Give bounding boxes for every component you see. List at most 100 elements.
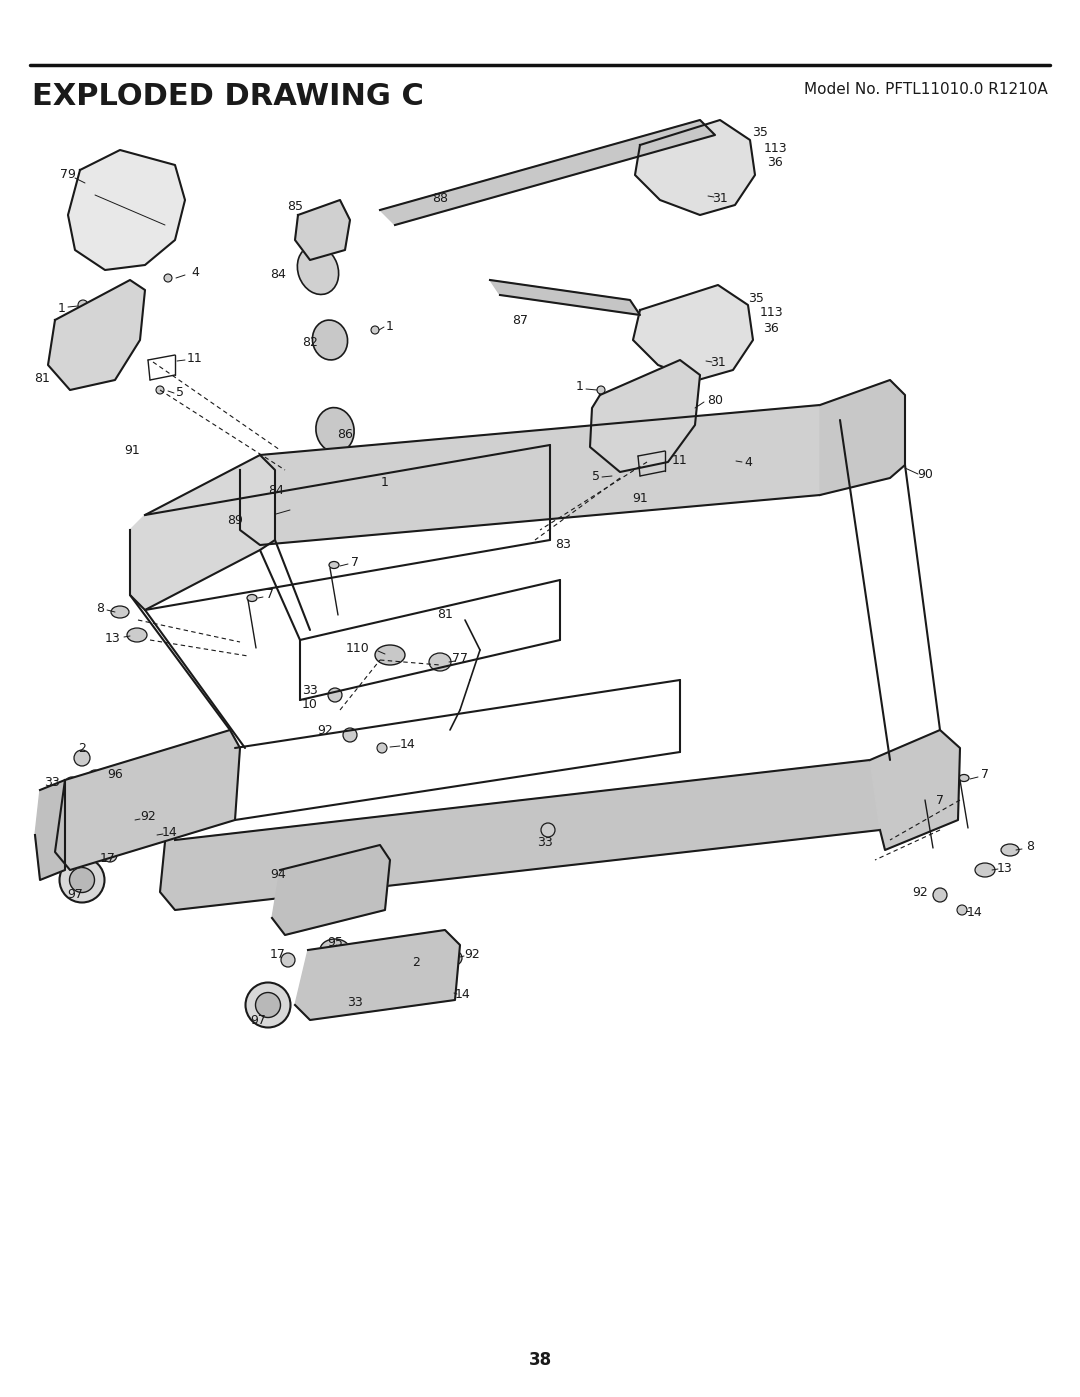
Polygon shape	[633, 285, 753, 380]
Ellipse shape	[78, 300, 87, 310]
Ellipse shape	[121, 813, 135, 827]
Ellipse shape	[256, 992, 281, 1017]
Text: 90: 90	[917, 468, 933, 482]
Text: 17: 17	[270, 949, 286, 961]
Text: EXPLODED DRAWING C: EXPLODED DRAWING C	[32, 82, 423, 110]
Text: 13: 13	[105, 631, 121, 644]
Ellipse shape	[957, 905, 967, 915]
Ellipse shape	[103, 848, 117, 862]
Text: 14: 14	[162, 827, 178, 840]
Text: 113: 113	[759, 306, 783, 320]
Ellipse shape	[297, 246, 339, 295]
Text: 85: 85	[287, 201, 303, 214]
Text: Model No. PFTL11010.0 R1210A: Model No. PFTL11010.0 R1210A	[805, 82, 1048, 96]
Text: 36: 36	[764, 321, 779, 334]
Polygon shape	[68, 149, 185, 270]
Text: 1: 1	[58, 302, 66, 314]
Ellipse shape	[343, 728, 357, 742]
Ellipse shape	[245, 982, 291, 1028]
Text: 1: 1	[381, 476, 389, 489]
Text: 82: 82	[302, 337, 318, 349]
Polygon shape	[295, 930, 460, 1020]
Text: 2: 2	[78, 742, 86, 754]
Ellipse shape	[59, 858, 105, 902]
Ellipse shape	[353, 983, 367, 997]
Ellipse shape	[147, 830, 157, 840]
Polygon shape	[48, 279, 145, 390]
Polygon shape	[295, 200, 350, 260]
Text: 31: 31	[711, 356, 726, 369]
Ellipse shape	[111, 606, 129, 617]
Text: 92: 92	[464, 949, 480, 961]
Ellipse shape	[728, 316, 738, 324]
Text: 97: 97	[67, 888, 83, 901]
Ellipse shape	[377, 743, 387, 753]
Text: 14: 14	[967, 905, 983, 918]
Ellipse shape	[739, 331, 747, 339]
Text: 91: 91	[632, 492, 648, 504]
Polygon shape	[820, 380, 905, 495]
Ellipse shape	[741, 166, 750, 175]
Ellipse shape	[320, 939, 350, 961]
Polygon shape	[870, 731, 960, 849]
Text: 33: 33	[44, 777, 59, 789]
Text: 7: 7	[936, 793, 944, 806]
Ellipse shape	[924, 795, 934, 802]
Ellipse shape	[312, 320, 348, 360]
Ellipse shape	[364, 483, 372, 490]
Text: 31: 31	[712, 191, 728, 204]
Text: 8: 8	[96, 602, 104, 615]
Text: 83: 83	[555, 538, 571, 552]
Ellipse shape	[696, 190, 705, 200]
Ellipse shape	[75, 750, 90, 766]
Text: 84: 84	[270, 268, 286, 282]
Text: 38: 38	[528, 1351, 552, 1369]
Text: 4: 4	[191, 267, 199, 279]
Text: 14: 14	[455, 989, 471, 1002]
Ellipse shape	[247, 595, 257, 602]
Ellipse shape	[714, 136, 726, 145]
Text: 33: 33	[347, 996, 363, 1009]
Ellipse shape	[541, 823, 555, 837]
Text: 110: 110	[346, 641, 369, 655]
Text: 35: 35	[752, 127, 768, 140]
Text: 36: 36	[767, 156, 783, 169]
Ellipse shape	[448, 951, 462, 965]
Ellipse shape	[281, 953, 295, 967]
Ellipse shape	[315, 408, 354, 453]
Ellipse shape	[712, 300, 724, 310]
Polygon shape	[160, 760, 885, 909]
Text: 81: 81	[35, 372, 50, 384]
Text: 8: 8	[1026, 841, 1034, 854]
Ellipse shape	[127, 629, 147, 643]
Ellipse shape	[372, 326, 379, 334]
Text: 92: 92	[318, 724, 333, 736]
Ellipse shape	[615, 471, 622, 479]
Ellipse shape	[164, 274, 172, 282]
Ellipse shape	[693, 355, 703, 365]
Polygon shape	[490, 279, 640, 314]
Ellipse shape	[933, 888, 947, 902]
Ellipse shape	[597, 386, 605, 394]
Polygon shape	[635, 120, 755, 215]
Text: 87: 87	[512, 313, 528, 327]
Polygon shape	[272, 845, 390, 935]
Ellipse shape	[730, 151, 740, 159]
Text: 10: 10	[302, 698, 318, 711]
Ellipse shape	[292, 468, 324, 506]
Text: 33: 33	[302, 683, 318, 697]
Text: 81: 81	[437, 608, 453, 620]
Text: 92: 92	[913, 886, 928, 898]
Text: 13: 13	[997, 862, 1013, 875]
Ellipse shape	[959, 774, 969, 781]
Ellipse shape	[445, 988, 455, 997]
Ellipse shape	[975, 863, 995, 877]
Ellipse shape	[64, 777, 80, 793]
Text: 11: 11	[187, 352, 203, 365]
Text: 95: 95	[327, 936, 343, 949]
Text: 77: 77	[453, 652, 468, 665]
Text: 96: 96	[107, 768, 123, 781]
Ellipse shape	[429, 652, 451, 671]
Text: 17: 17	[100, 852, 116, 865]
Ellipse shape	[329, 562, 339, 569]
